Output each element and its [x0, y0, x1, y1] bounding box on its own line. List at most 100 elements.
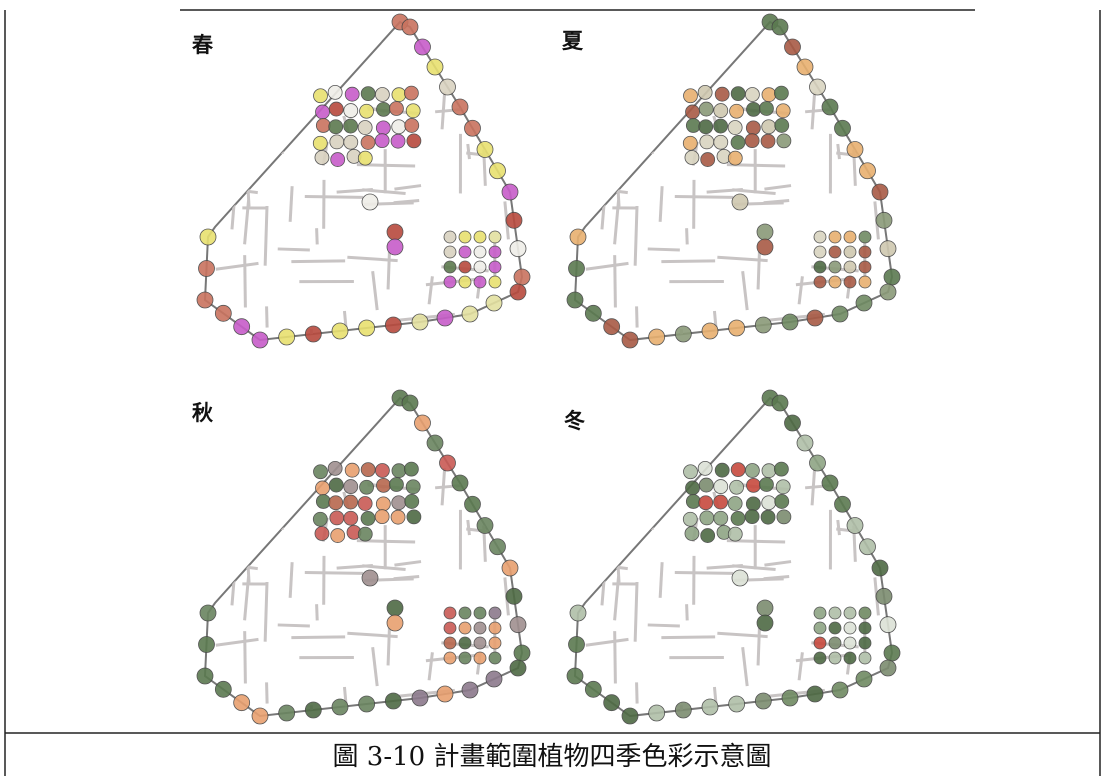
- tree: [315, 104, 330, 120]
- street: [612, 526, 654, 531]
- tree: [314, 150, 330, 165]
- tree: [731, 569, 749, 587]
- street: [612, 150, 654, 155]
- site-boundary: [203, 396, 524, 718]
- street: [741, 646, 749, 687]
- trees: [196, 13, 531, 349]
- tree: [461, 305, 479, 323]
- tree: [858, 621, 872, 635]
- tree: [405, 103, 421, 119]
- tree: [458, 636, 472, 650]
- tree: [436, 309, 454, 327]
- street: [277, 247, 310, 252]
- tree: [728, 695, 746, 713]
- street: [797, 276, 804, 305]
- tree: [697, 460, 713, 476]
- tree: [846, 517, 864, 534]
- tree: [729, 103, 744, 119]
- tree: [391, 119, 407, 135]
- tree: [443, 260, 457, 274]
- street: [613, 255, 617, 308]
- tree: [401, 394, 419, 412]
- tree: [505, 587, 523, 605]
- tree: [330, 152, 346, 167]
- street: [467, 700, 474, 716]
- tree: [315, 494, 331, 509]
- tree: [700, 152, 716, 167]
- street: [251, 76, 304, 82]
- tree: [473, 230, 487, 244]
- street: [826, 43, 868, 50]
- tree: [405, 479, 421, 495]
- street: [456, 43, 498, 50]
- tree: [684, 150, 700, 165]
- street: [865, 154, 892, 162]
- street: [215, 637, 259, 647]
- street: [826, 316, 833, 340]
- tree: [813, 260, 827, 274]
- tree: [251, 331, 269, 349]
- tree: [374, 463, 390, 478]
- tree: [685, 104, 700, 120]
- tree: [568, 636, 585, 653]
- street: [633, 205, 639, 266]
- tree: [858, 606, 872, 620]
- tree: [443, 230, 457, 244]
- street: [427, 276, 434, 305]
- street: [386, 251, 391, 290]
- tree: [329, 510, 345, 526]
- tree: [391, 463, 407, 479]
- street: [827, 72, 883, 78]
- street: [467, 324, 474, 340]
- street: [836, 143, 841, 160]
- tree: [700, 528, 716, 543]
- street: [764, 560, 792, 567]
- street: [265, 682, 269, 704]
- tree: [451, 474, 469, 492]
- street: [635, 682, 639, 704]
- tree: [488, 606, 502, 620]
- tree: [411, 689, 429, 707]
- tree: [843, 245, 857, 259]
- tree: [828, 651, 842, 665]
- street: [251, 452, 304, 458]
- tree: [813, 636, 827, 650]
- tree: [361, 569, 379, 587]
- tree: [359, 479, 374, 495]
- tree: [754, 692, 772, 710]
- tree: [858, 245, 872, 259]
- tree: [813, 606, 827, 620]
- tree: [682, 135, 698, 151]
- street: [866, 516, 892, 522]
- trees: [566, 13, 901, 349]
- street: [209, 546, 228, 554]
- tree: [343, 479, 359, 494]
- tree: [313, 88, 328, 104]
- street: [495, 530, 522, 538]
- tree: [328, 495, 344, 511]
- tree: [843, 275, 857, 289]
- tree: [773, 461, 789, 477]
- tree: [685, 494, 701, 509]
- street: [496, 516, 522, 522]
- tree: [485, 294, 503, 312]
- street: [263, 205, 269, 266]
- tree: [569, 604, 587, 622]
- tree: [406, 509, 422, 525]
- tree: [774, 118, 790, 133]
- tree: [443, 651, 457, 665]
- tree: [859, 538, 876, 556]
- tree: [781, 313, 799, 331]
- tree: [813, 621, 827, 635]
- tree: [728, 319, 746, 337]
- tree: [458, 230, 472, 244]
- tree: [796, 58, 814, 76]
- tree: [443, 621, 457, 635]
- tree: [566, 667, 584, 685]
- street: [466, 519, 471, 536]
- tree: [714, 86, 730, 102]
- street: [685, 604, 689, 621]
- tree: [828, 636, 842, 650]
- tree: [488, 636, 502, 650]
- tree: [855, 670, 873, 688]
